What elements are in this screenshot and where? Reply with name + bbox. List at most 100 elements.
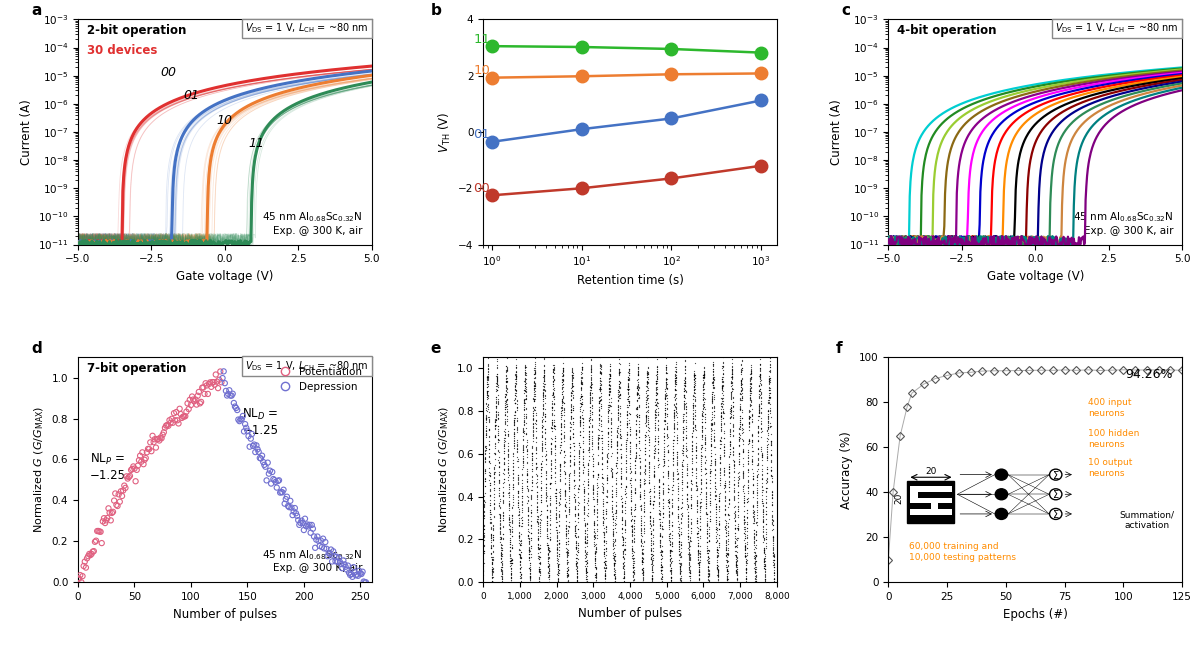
Point [628,402,647,412]
Point [550,496,569,507]
Point [548,565,568,576]
Point [578,474,598,484]
Point [570,463,589,474]
Y-axis label: Current (A): Current (A) [830,99,842,165]
Point [538,512,557,522]
Point [745,552,764,562]
Point [557,516,576,526]
Point [608,426,628,437]
Point [738,519,757,529]
Point [563,367,582,377]
Point [497,373,516,384]
Point [484,566,503,576]
Point [704,374,724,384]
Point [575,531,594,542]
Point [752,459,772,470]
Point [722,368,742,378]
Point [646,413,665,424]
Point [712,397,731,408]
Point [499,463,518,474]
Point [612,499,631,510]
Point [655,416,674,426]
Point [500,542,520,552]
Point [574,451,593,461]
Point [224,398,244,408]
Point [679,542,698,553]
Point [605,577,624,587]
Point [632,559,652,569]
Point [485,467,504,477]
Point [617,422,636,432]
Point [670,532,689,543]
Point [516,379,535,389]
Point [724,419,743,429]
Point [704,393,724,404]
Point [518,514,538,524]
Point [592,415,611,426]
Point [644,444,664,455]
Point [534,390,553,400]
Point [710,488,730,499]
Point [682,499,701,509]
Point [242,429,262,439]
Point [702,391,721,401]
Point [572,372,592,382]
Point [293,518,312,528]
Point [480,471,499,481]
Point [508,474,527,485]
Point [656,374,676,384]
Point [660,539,679,549]
Point [737,548,756,558]
Point [755,545,774,555]
Point [638,377,658,387]
Point [662,470,682,481]
Point [697,526,716,536]
Point [500,538,520,549]
Point [722,369,742,380]
Point [673,448,692,458]
Point [532,465,551,476]
Point [588,441,607,452]
Point [632,553,652,564]
Point [589,410,608,420]
Point [724,446,743,456]
Point [494,448,514,458]
Point [682,501,701,511]
Point [492,567,511,578]
Point [674,392,694,402]
Point [688,529,707,539]
Point [529,565,548,575]
Point [581,377,600,388]
Point [607,446,626,457]
Point [526,356,545,367]
Point [682,492,701,502]
Point [575,515,594,525]
Point [658,399,677,409]
Point [655,386,674,396]
Point [474,520,493,531]
Point [589,413,608,423]
Point [550,505,569,516]
Point [510,553,529,563]
Point [763,542,782,553]
Point [500,542,520,553]
Point [745,556,764,566]
Point [587,504,606,514]
Point [630,488,649,499]
Point [638,369,658,379]
Point [718,575,737,585]
Point [589,424,608,435]
Point [490,502,509,512]
Point [480,452,499,462]
Point [667,466,686,476]
Point [746,550,766,560]
Point [528,532,547,543]
Point [754,531,773,541]
Point [559,502,578,512]
Point [670,536,689,546]
Point [590,366,610,376]
Point [512,496,532,506]
Point [535,424,554,434]
Point [595,560,614,570]
Point [746,520,766,530]
